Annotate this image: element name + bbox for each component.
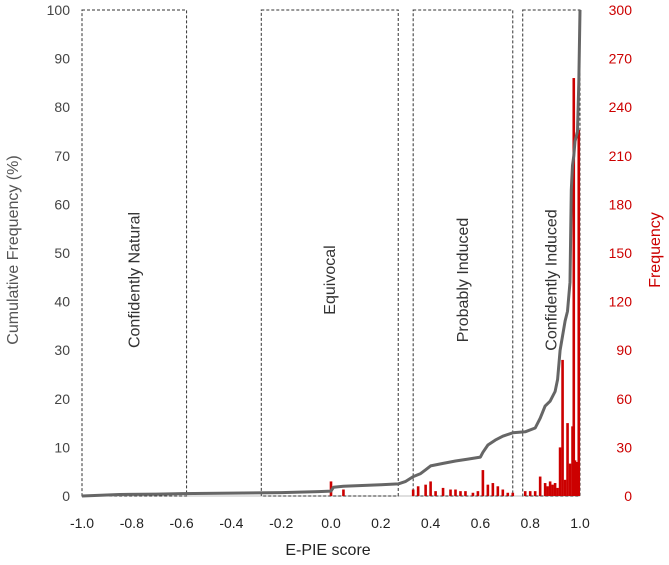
left-tick-label: 100 (47, 2, 71, 18)
frequency-bar (556, 487, 559, 496)
right-tick-label: 60 (616, 391, 632, 407)
frequency-bar (486, 484, 490, 496)
right-tick-label: 120 (609, 294, 633, 310)
left-tick-label: 60 (54, 196, 70, 212)
x-tick-label: 0.2 (371, 515, 391, 531)
frequency-bar (424, 484, 427, 496)
frequency-bar (471, 492, 475, 496)
frequency-bar (551, 484, 554, 496)
x-tick-label: -0.4 (219, 515, 243, 531)
frequency-bar (476, 491, 480, 496)
right-tick-label: 30 (616, 439, 632, 455)
x-tick-label: 1.0 (570, 515, 590, 531)
x-tick-label: -0.6 (170, 515, 194, 531)
left-tick-label: 40 (54, 294, 70, 310)
right-tick-label: 0 (624, 488, 632, 504)
cumulative-line (81, 9, 582, 498)
frequency-bar (511, 492, 515, 496)
frequency-bar (411, 489, 415, 496)
region-label: Equivocal (322, 245, 339, 314)
left-tick-label: 10 (54, 439, 70, 455)
frequency-bar (561, 359, 564, 496)
left-tick-label: 80 (54, 99, 70, 115)
right-tick-label: 300 (609, 2, 633, 18)
region-label: Confidently Induced (543, 209, 560, 350)
frequency-bar (459, 491, 462, 496)
x-tick-label: -0.2 (269, 515, 293, 531)
right-tick-label: 270 (609, 51, 633, 67)
region-label: Confidently Natural (126, 212, 143, 348)
frequency-bar (441, 487, 445, 496)
right-axis-title: Frequency (647, 212, 664, 288)
left-tick-label: 90 (54, 51, 70, 67)
x-tick-label: 0.4 (421, 515, 441, 531)
frequency-bar (566, 423, 569, 496)
frequency-bar (568, 463, 572, 496)
tick-labels: 0 10 20 30 40 50 60 70 80 90 100 0 30 60 90 120 150 180 21… (47, 2, 633, 531)
frequency-bar (496, 486, 500, 496)
right-tick-label: 150 (609, 245, 633, 261)
frequency-bar (546, 486, 549, 496)
right-tick-label: 210 (609, 148, 633, 164)
cumulative-frequency-line (81, 9, 582, 498)
x-tick-label: -1.0 (70, 515, 94, 531)
frequency-bar (533, 491, 537, 496)
frequency-bar (491, 483, 495, 496)
frequency-bar (563, 479, 567, 496)
x-axis-title: E-PIE score (285, 542, 370, 559)
frequency-bar (481, 470, 485, 496)
frequency-bar (558, 447, 562, 496)
right-tick-label: 90 (616, 342, 632, 358)
right-tick-label: 240 (609, 99, 633, 115)
x-tick-label: -0.8 (120, 515, 144, 531)
frequency-bars (329, 78, 581, 496)
left-tick-label: 70 (54, 148, 70, 164)
left-tick-label: 50 (54, 245, 70, 261)
left-tick-label: 30 (54, 342, 70, 358)
frequency-bar (449, 489, 452, 496)
frequency-bar (528, 491, 532, 496)
region-boxes: Confidently Natural Equivocal Probably Ind… (81, 9, 581, 497)
region-box (81, 9, 188, 497)
x-tick-label: 0.0 (321, 515, 341, 531)
region-box (412, 9, 514, 497)
x-tick-label: 0.8 (520, 515, 540, 531)
frequency-bar (548, 481, 552, 496)
x-tick-label: 0.6 (471, 515, 491, 531)
right-tick-label: 180 (609, 196, 633, 212)
frequency-bar (572, 78, 576, 496)
frequency-bar (416, 486, 420, 496)
frequency-bar (577, 129, 581, 496)
frequency-bar (501, 489, 505, 496)
left-tick-label: 0 (62, 488, 70, 504)
frequency-bar (574, 461, 578, 496)
frequency-bar (538, 476, 542, 496)
frequency-bar (429, 481, 432, 496)
frequency-bar (434, 491, 437, 496)
left-tick-label: 20 (54, 391, 70, 407)
frequency-bar (342, 489, 345, 496)
frequency-bar (454, 489, 457, 496)
frequency-bar (543, 483, 547, 496)
frequency-bar (553, 483, 557, 496)
frequency-bar (523, 491, 527, 496)
frequency-bar (506, 492, 510, 496)
region-label: Probably Induced (455, 218, 472, 343)
left-axis-title: Cumulative Frequency (%) (5, 155, 22, 344)
frequency-bar (464, 491, 467, 496)
